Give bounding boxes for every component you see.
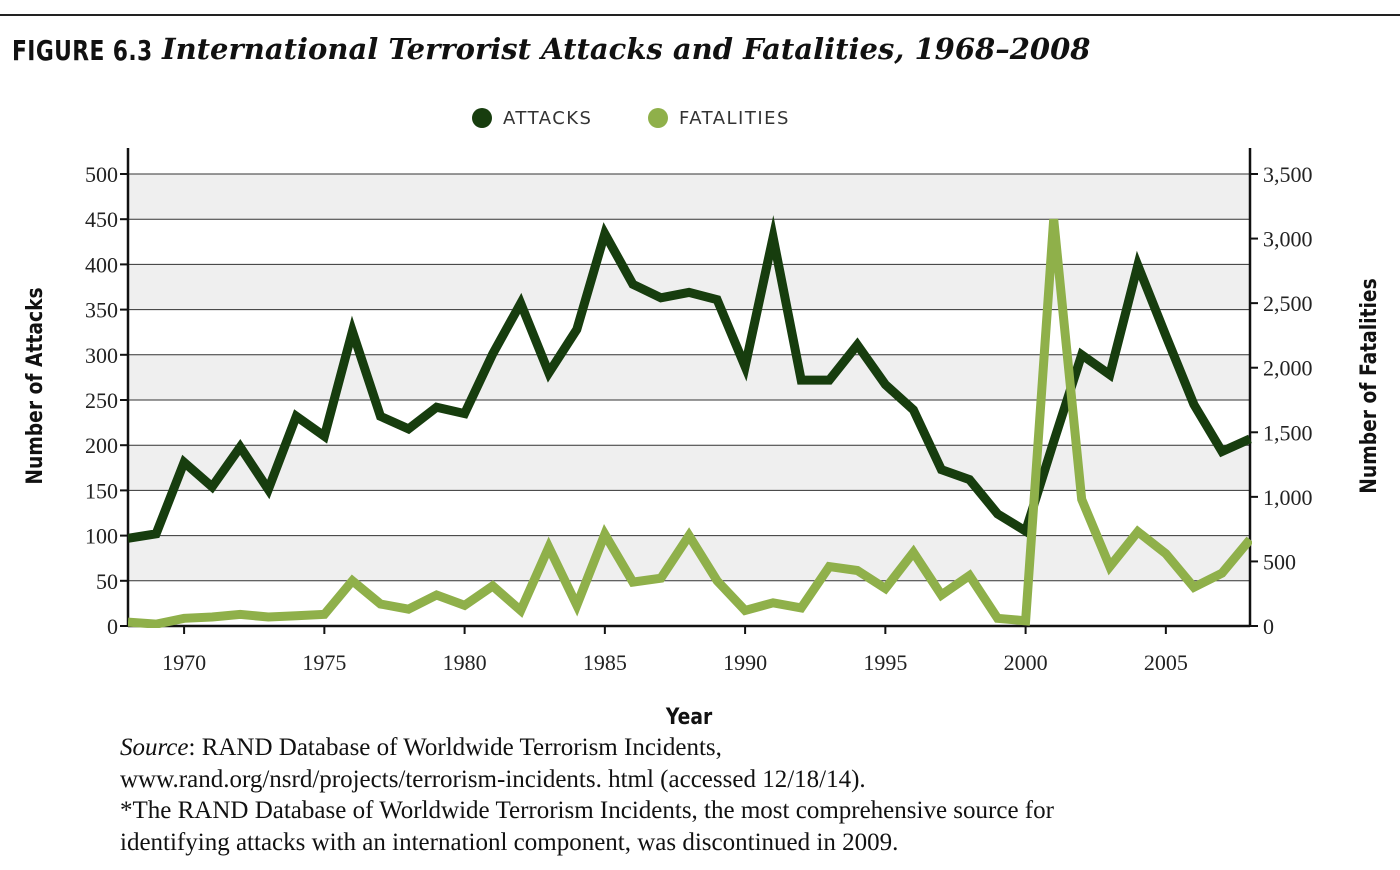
legend-marker-attacks [472,108,492,128]
grid-band [128,264,1250,310]
fatalities-line [128,218,1252,628]
y-tick-label: 500 [85,162,118,187]
source-line: Source: RAND Database of Worldwide Terro… [120,732,1054,764]
x-tick-label: 1975 [302,650,346,675]
x-axis-title: Year [665,704,712,730]
y-tick-label: 50 [96,569,118,594]
y2-tick-label: 0 [1263,614,1274,639]
y-tick-label: 200 [85,433,118,458]
attacks-line [128,215,1252,543]
x-tick-label: 1985 [583,650,627,675]
footnote-line-2: identifying attacks with an internationl… [120,828,899,856]
source-url-line: www.rand.org/nsrd/projects/terrorism-inc… [120,765,866,793]
legend-label-fatalities: FATALITIES [679,108,790,129]
x-tick-label: 2005 [1144,650,1188,675]
grid-band [128,354,1250,400]
y-axis-title: Number of Attacks [22,287,48,484]
chart-notes: Source: RAND Database of Worldwide Terro… [120,732,1054,858]
figure-title: International Terrorist Attacks and Fata… [162,32,1091,66]
figure-label: FIGURE 6.3 [12,34,153,67]
x-tick-label: 1980 [443,650,487,675]
y-tick-label: 300 [85,343,118,368]
y2-tick-label: 2,000 [1263,356,1313,381]
y2-tick-label: 1,500 [1263,420,1313,445]
top-rule [0,14,1400,16]
source-label: Source [120,734,189,761]
x-tick-label: 1995 [863,650,907,675]
y2-tick-label: 500 [1263,549,1296,574]
grid-band [128,174,1250,220]
y-tick-label: 350 [85,298,118,323]
y-tick-label: 400 [85,252,118,277]
plot-area [128,215,1252,628]
y-tick-label: 250 [85,388,118,413]
y2-tick-label: 2,500 [1263,291,1313,316]
y-tick-label: 150 [85,478,118,503]
footnote-line-1: *The RAND Database of Worldwide Terroris… [120,797,1054,824]
grid-band [128,445,1250,491]
legend-marker-fatalities [648,108,668,128]
y2-tick-label: 3,500 [1263,162,1313,187]
y-tick-label: 450 [85,207,118,232]
x-tick-label: 2000 [1004,650,1048,675]
y2-axis-title: Number of Fatalities [1356,278,1382,493]
y2-tick-label: 3,000 [1263,227,1313,252]
y-tick-label: 0 [107,614,118,639]
x-tick-label: 1990 [723,650,767,675]
line-chart: 0 50 100 150 200 250 300 350 400 450 500 0 500 1,000 1… [22,108,1382,730]
y-tick-label: 100 [85,524,118,549]
x-tick-label: 1970 [162,650,206,675]
source-text: : RAND Database of Worldwide Terrorism I… [188,734,722,761]
legend-label-attacks: ATTACKS [503,108,593,129]
y2-tick-label: 1,000 [1263,485,1313,510]
